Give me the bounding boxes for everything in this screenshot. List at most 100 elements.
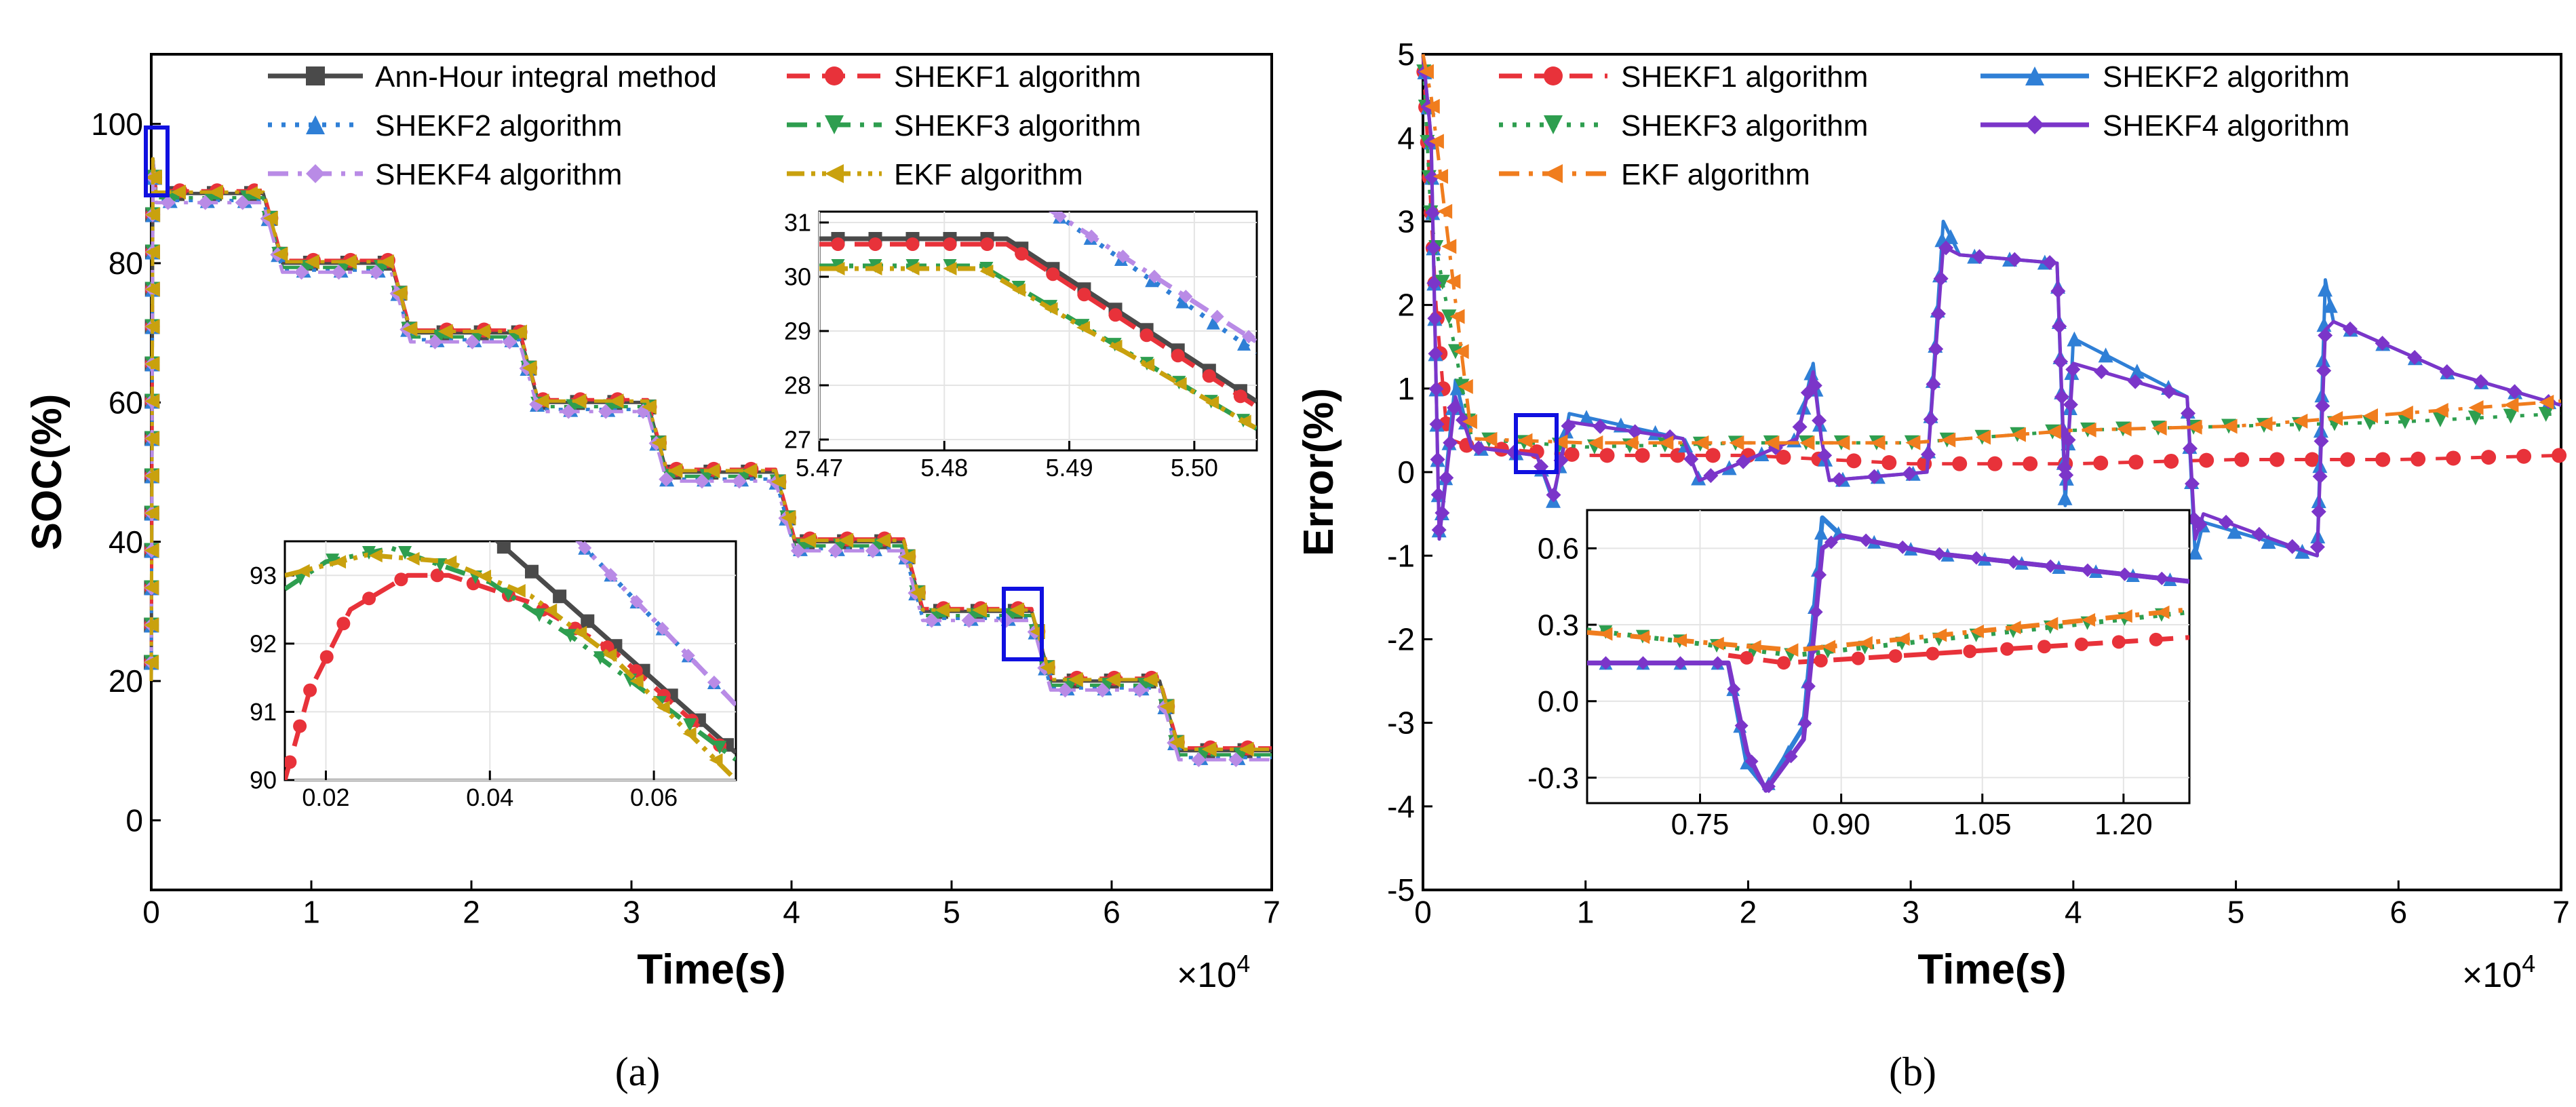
panel-b-inset-series-0-point — [2037, 640, 2052, 654]
panel-b-inset-series-0-point — [1888, 649, 1902, 663]
panel-a-inset-upper-series-5-point — [1011, 283, 1026, 297]
panel-a-inset-lower-series-0-point — [524, 564, 539, 579]
panel-b-series-3-point — [2094, 364, 2109, 380]
panel-b-inset-y-tick-label: 0.3 — [1538, 608, 1579, 642]
panel-b-series-4-point — [2398, 405, 2413, 421]
panel-a-series-5-point — [246, 184, 261, 200]
panel-b-legend-marker — [1544, 164, 1563, 183]
panel-a-series-4-point — [502, 334, 518, 350]
panel-b-y-tick-label: -2 — [1387, 622, 1415, 657]
panel-b-inset-series-4-point — [1710, 636, 1724, 650]
panel-b-series-0-point — [2340, 452, 2356, 467]
panel-a-inset-lower-series-1-point — [394, 572, 408, 587]
panel-b-series-3-point — [1471, 440, 1487, 456]
panel-b-series-4-point — [1835, 435, 1850, 450]
panel-b-x-tick-label: 5 — [2227, 894, 2245, 929]
panel-b-inset-series-3-point — [1896, 540, 1910, 554]
panel-a-inset-lower-series-5-point — [368, 549, 383, 563]
panel-b-series-4-point — [2292, 413, 2308, 429]
panel-a-inset-lower-y-tick-label: 93 — [250, 562, 277, 589]
panel-b-series-4-point — [1437, 203, 1453, 219]
panel-b-series-3-point — [1938, 240, 1954, 256]
panel-b-inset-series-4-point — [2155, 605, 2170, 619]
panel-b-series-3-point — [2061, 432, 2076, 448]
panel-b-series-4-point — [1694, 435, 1709, 450]
panel-b-inset-series-4-point — [1747, 640, 1761, 654]
panel-b-inset-series-4-point — [2082, 613, 2096, 627]
panel-b-series-1-point — [2322, 298, 2338, 313]
panel-a-inset-upper-series-1-point — [943, 237, 957, 251]
panel-a-series-5-point — [838, 532, 854, 548]
panel-a-series-5-point — [1169, 735, 1185, 750]
panel-b-series-0-point — [2269, 452, 2285, 467]
panel-b-inset-series-3-point — [2155, 571, 2169, 585]
panel-b-inset-series-3-point — [1813, 568, 1827, 582]
panel-a-inset-lower-series-4-point — [681, 648, 695, 663]
panel-b-y-tick-label: 0 — [1397, 454, 1415, 490]
panel-a-series-4-point — [294, 265, 309, 280]
panel-a-x-tick-label: 0 — [142, 894, 160, 929]
panel-a-series-5-point — [1068, 672, 1083, 687]
panel-a-inset-upper-series-1-point — [1171, 349, 1185, 363]
panel-a-legend-marker — [825, 66, 844, 85]
panel-b-series-3-point — [1792, 419, 1808, 435]
panel-a-y-tick-label: 40 — [109, 524, 143, 560]
panel-a-inset-lower-series-3-point — [293, 572, 307, 586]
panel-b-series-4-point — [2539, 394, 2554, 410]
panel-a-inset-lower-x-tick-label: 0.02 — [302, 783, 349, 811]
panel-b-series-3-point — [1435, 505, 1450, 521]
panel-a-inset-upper-series-1-point — [1077, 288, 1091, 302]
panel-a-x-tick-label: 7 — [1263, 894, 1281, 929]
panel-a-legend-label: SHEKF3 algorithm — [894, 109, 1141, 142]
panel-b-inset-x-tick-label: 1.20 — [2094, 808, 2153, 841]
panel-b-series-3-point — [1447, 400, 1462, 416]
panel-a-series-5-point — [1142, 672, 1158, 687]
panel-a-inset-lower-series-5-point — [332, 555, 347, 569]
panel-b-series-4-point — [1482, 431, 1498, 447]
panel-b-y-tick-label: -1 — [1387, 538, 1415, 573]
panel-b-series-2-point — [2432, 412, 2448, 427]
panel-b-legend-marker — [1544, 115, 1563, 134]
panel-a-x-tick-label: 4 — [783, 894, 800, 929]
panel-b-series-3-point — [2316, 363, 2332, 378]
panel-a-inset-lower-series-5-point — [629, 674, 644, 688]
panel-b-series-3-point — [2183, 441, 2198, 457]
panel-b-inset-series-0-point — [2000, 642, 2014, 656]
panel-a-y-tick-label: 100 — [91, 106, 143, 142]
panel-b-series-3-point — [1429, 416, 1445, 432]
panel-b-series-4-point — [1588, 435, 1603, 450]
panel-b-series-3-point — [1431, 522, 1447, 538]
panel-b-series-1-point — [2187, 544, 2203, 560]
panel-a-legend-label: EKF algorithm — [894, 158, 1083, 191]
panel-a-chart: 0 1 2 3 4 5 6 7 0 20 40 60 80 100 Time(s) ×104 SOC(%)… — [24, 53, 1281, 995]
panel-b-series-3-point — [1972, 249, 1987, 265]
panel-a-inset-upper-series-5-point — [1141, 358, 1155, 372]
panel-a-inset-upper-series-1-point — [868, 237, 882, 251]
panel-b-series-4-point — [1441, 239, 1457, 254]
panel-b-series-1-point — [1943, 229, 1959, 244]
panel-a-inset-upper-series-1-point — [1108, 308, 1123, 322]
panel-a-series-5-point — [144, 580, 159, 596]
panel-b-x-tick-label: 6 — [2389, 894, 2407, 929]
panel-a-inset-lower-series-4-point — [578, 541, 592, 555]
panel-b-inset-series-0-point — [2149, 632, 2163, 646]
panel-b-y-tick-label: 1 — [1397, 371, 1415, 406]
panel-b-series-0-point — [1881, 455, 1897, 471]
panel-a-inset-lower-series-3-point — [362, 545, 376, 560]
panel-a-inset-lower-x-tick-label: 0.06 — [630, 783, 678, 811]
panel-b-series-0-point — [1776, 450, 1791, 465]
panel-a-series-5-point — [273, 246, 288, 262]
panel-b-y-tick-label: 2 — [1397, 288, 1415, 323]
panel-a-inset-lower-series-1-point — [362, 591, 376, 606]
panel-a-inset-lower-series-3-point — [683, 718, 697, 733]
panel-b-series-4-point — [2433, 402, 2448, 418]
panel-a-series-5-point — [934, 602, 950, 618]
panel-a-legend-marker — [306, 164, 325, 183]
panel-a-legend-label: SHEKF2 algorithm — [375, 109, 622, 142]
panel-a-x-tick-label: 5 — [943, 894, 960, 929]
panel-a-x-multiplier: ×104 — [1177, 950, 1250, 995]
panel-b-series-3-point — [1930, 306, 1946, 322]
panel-a-series-5-point — [971, 602, 987, 618]
panel-a-legend-label: Ann-Hour integral method — [375, 60, 717, 94]
panel-b-series-3-point — [1430, 487, 1446, 503]
